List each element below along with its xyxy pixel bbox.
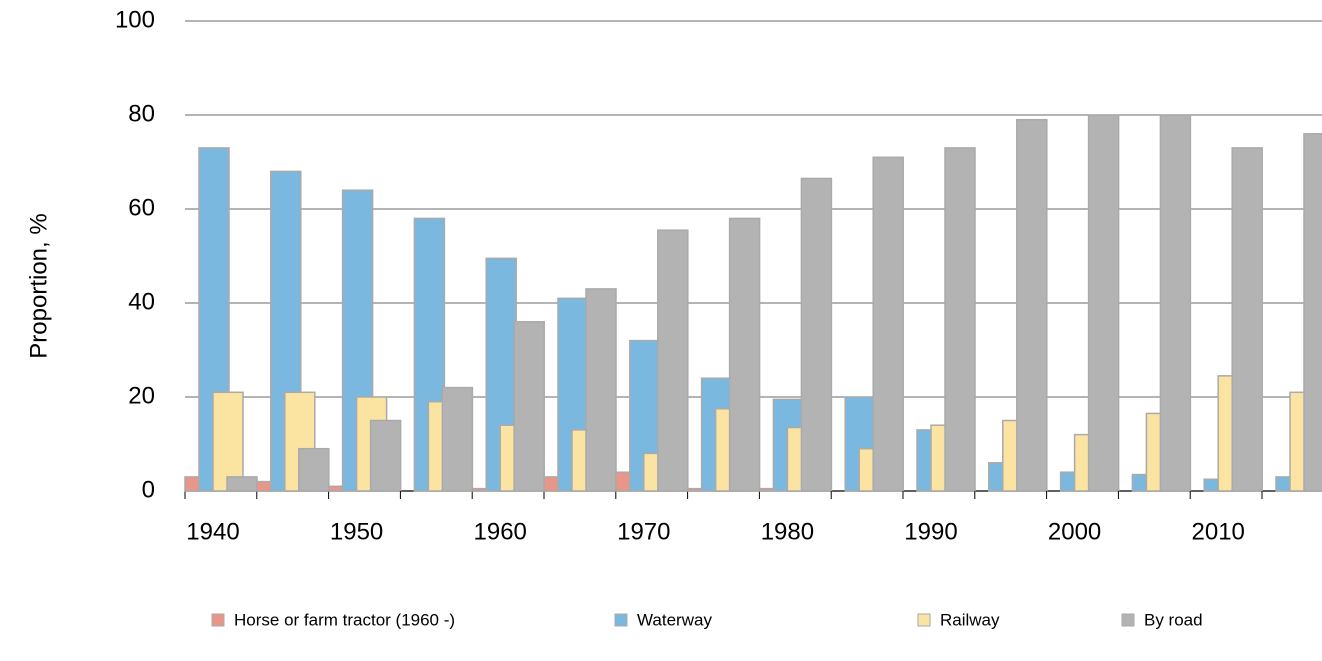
bar [1087, 114, 1120, 492]
bar [543, 476, 559, 492]
bar [369, 419, 402, 492]
bar [298, 447, 330, 492]
bar [615, 471, 631, 492]
legend-label: Waterway [637, 610, 712, 629]
x-tick-label: 2000 [1048, 518, 1101, 545]
bar [657, 229, 689, 492]
bar [184, 476, 200, 492]
legend-swatch [917, 613, 931, 627]
legend-swatch [211, 613, 225, 627]
y-tick-label: 100 [115, 6, 155, 33]
y-tick-label: 0 [142, 476, 155, 503]
bar [1303, 133, 1322, 492]
y-tick-label: 60 [128, 194, 155, 221]
y-tick-label: 20 [128, 382, 155, 409]
x-tick-label: 1960 [474, 518, 527, 545]
bar [1016, 118, 1048, 492]
bar [226, 476, 258, 492]
legend-label: By road [1144, 610, 1203, 629]
legend-label: Railway [940, 610, 1000, 629]
bar [256, 480, 272, 492]
bar [800, 177, 833, 492]
bar [1231, 147, 1263, 492]
legend-swatch [1121, 613, 1135, 627]
bar [513, 321, 545, 492]
bar [1159, 114, 1192, 492]
x-tick-label: 1970 [617, 518, 670, 545]
bar [471, 487, 487, 492]
bar [441, 386, 474, 492]
x-tick-label: 1990 [904, 518, 957, 545]
legend-swatch [614, 613, 628, 627]
x-tick-label: 1980 [761, 518, 814, 545]
y-axis-label: Proportion, % [25, 213, 52, 358]
y-tick-label: 40 [128, 288, 155, 315]
x-tick-label: 2010 [1192, 518, 1245, 545]
x-tick-label: 1950 [330, 518, 383, 545]
bar [327, 485, 344, 492]
bar [872, 156, 904, 492]
y-tick-label: 80 [128, 100, 155, 127]
bar [212, 391, 244, 492]
legend-label: Horse or farm tractor (1960 -) [234, 610, 455, 629]
bar [585, 288, 617, 492]
bar [944, 147, 976, 492]
x-tick-label: 1940 [186, 518, 239, 545]
bar [728, 217, 761, 492]
bar [758, 487, 775, 492]
bar [686, 487, 703, 492]
